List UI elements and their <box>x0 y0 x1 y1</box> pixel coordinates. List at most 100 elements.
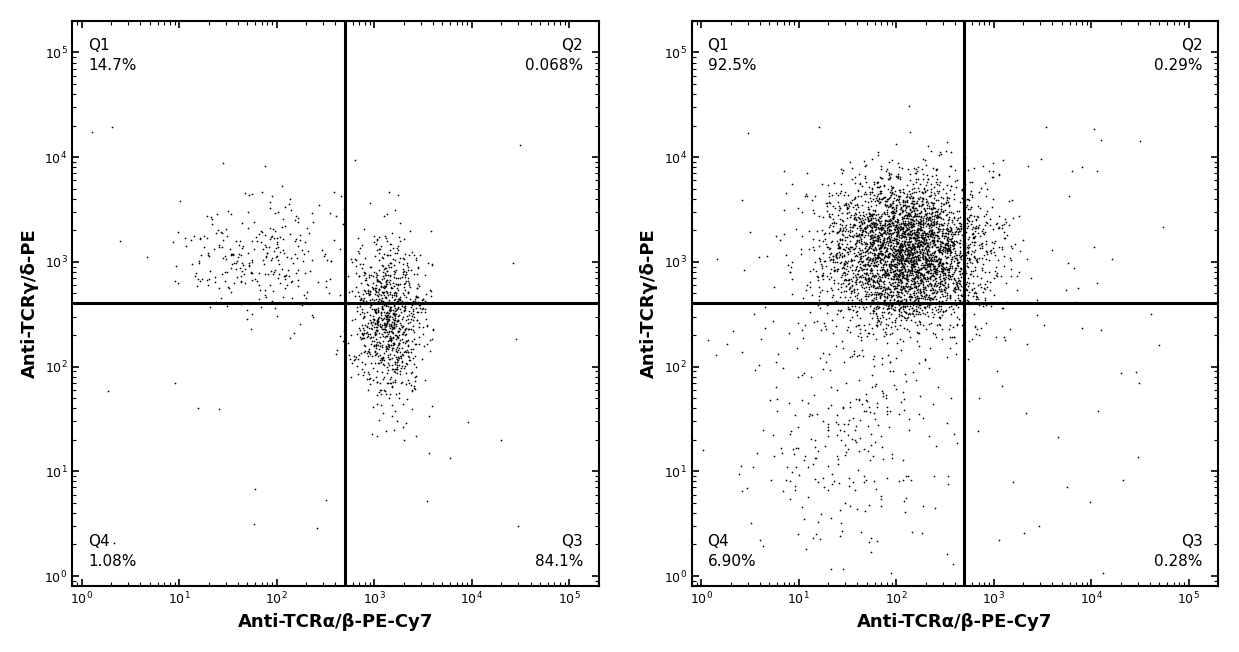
Point <box>891 261 911 272</box>
Point <box>887 248 907 258</box>
Point <box>830 292 850 303</box>
Point <box>398 359 418 369</box>
Point <box>933 183 953 194</box>
Point <box>888 191 908 201</box>
Point <box>192 274 212 284</box>
Point <box>940 332 960 342</box>
Point <box>958 261 978 271</box>
Point <box>883 271 903 281</box>
Point <box>394 337 414 348</box>
Point <box>944 239 964 250</box>
Point <box>901 246 921 256</box>
Point <box>414 322 434 333</box>
Point <box>897 222 917 233</box>
Point <box>917 260 937 271</box>
Point <box>924 271 944 282</box>
Point <box>875 279 895 289</box>
Point <box>878 301 898 311</box>
Point <box>942 161 961 171</box>
Point <box>191 250 211 260</box>
Point <box>390 366 410 376</box>
Point <box>375 321 395 332</box>
Point <box>835 251 855 261</box>
Point <box>392 319 411 330</box>
Point <box>876 314 896 324</box>
Point <box>922 283 942 293</box>
Point <box>212 269 232 279</box>
Point <box>824 254 844 265</box>
Point <box>805 453 825 464</box>
Point <box>895 215 914 226</box>
Point <box>378 260 398 271</box>
Point <box>919 246 939 257</box>
Point <box>996 278 1016 288</box>
Point <box>342 357 362 368</box>
Point <box>458 417 478 427</box>
Point <box>917 228 937 238</box>
Point <box>802 372 821 382</box>
Point <box>400 368 420 379</box>
Point <box>907 166 927 177</box>
Point <box>820 254 840 265</box>
Point <box>989 242 1009 252</box>
Point <box>388 294 408 304</box>
Point <box>911 179 930 190</box>
Point <box>392 334 411 344</box>
Point <box>971 282 991 292</box>
Point <box>900 309 919 319</box>
Point <box>399 310 419 320</box>
Point <box>974 228 994 239</box>
Point <box>912 244 932 254</box>
Point <box>422 259 442 270</box>
Point <box>891 245 911 256</box>
Point <box>289 213 309 224</box>
Point <box>864 220 883 231</box>
Point <box>382 378 401 388</box>
Point <box>377 275 396 286</box>
Point <box>865 250 885 260</box>
Point <box>864 216 883 227</box>
Point <box>380 258 400 269</box>
Point <box>904 273 924 283</box>
Point <box>959 255 979 265</box>
Point <box>933 206 953 216</box>
Point <box>966 221 986 231</box>
Point <box>883 208 903 218</box>
Point <box>864 220 883 230</box>
Point <box>945 250 965 260</box>
Point <box>1152 222 1172 232</box>
Point <box>202 218 222 229</box>
Point <box>383 278 403 288</box>
Point <box>869 271 888 282</box>
Point <box>871 164 891 174</box>
Point <box>883 252 903 262</box>
Point <box>404 344 424 355</box>
Point <box>862 240 882 250</box>
Point <box>893 247 913 258</box>
Point <box>862 255 882 265</box>
Point <box>788 443 808 453</box>
Point <box>857 246 877 256</box>
Point <box>747 448 767 458</box>
Point <box>261 253 281 263</box>
Point <box>984 273 1004 283</box>
Point <box>871 289 891 300</box>
Point <box>914 303 934 314</box>
Point <box>372 342 392 352</box>
Point <box>859 402 878 413</box>
Point <box>856 273 876 284</box>
Point <box>895 313 914 323</box>
Point <box>840 157 860 168</box>
Point <box>933 306 953 316</box>
Point <box>398 258 418 269</box>
Point <box>917 200 937 210</box>
Point <box>898 471 918 481</box>
Point <box>409 297 429 307</box>
Point <box>900 192 919 203</box>
Point <box>890 242 909 252</box>
Point <box>933 213 953 224</box>
Point <box>960 254 980 264</box>
Point <box>922 297 942 308</box>
Point <box>851 297 871 307</box>
Point <box>954 239 974 250</box>
